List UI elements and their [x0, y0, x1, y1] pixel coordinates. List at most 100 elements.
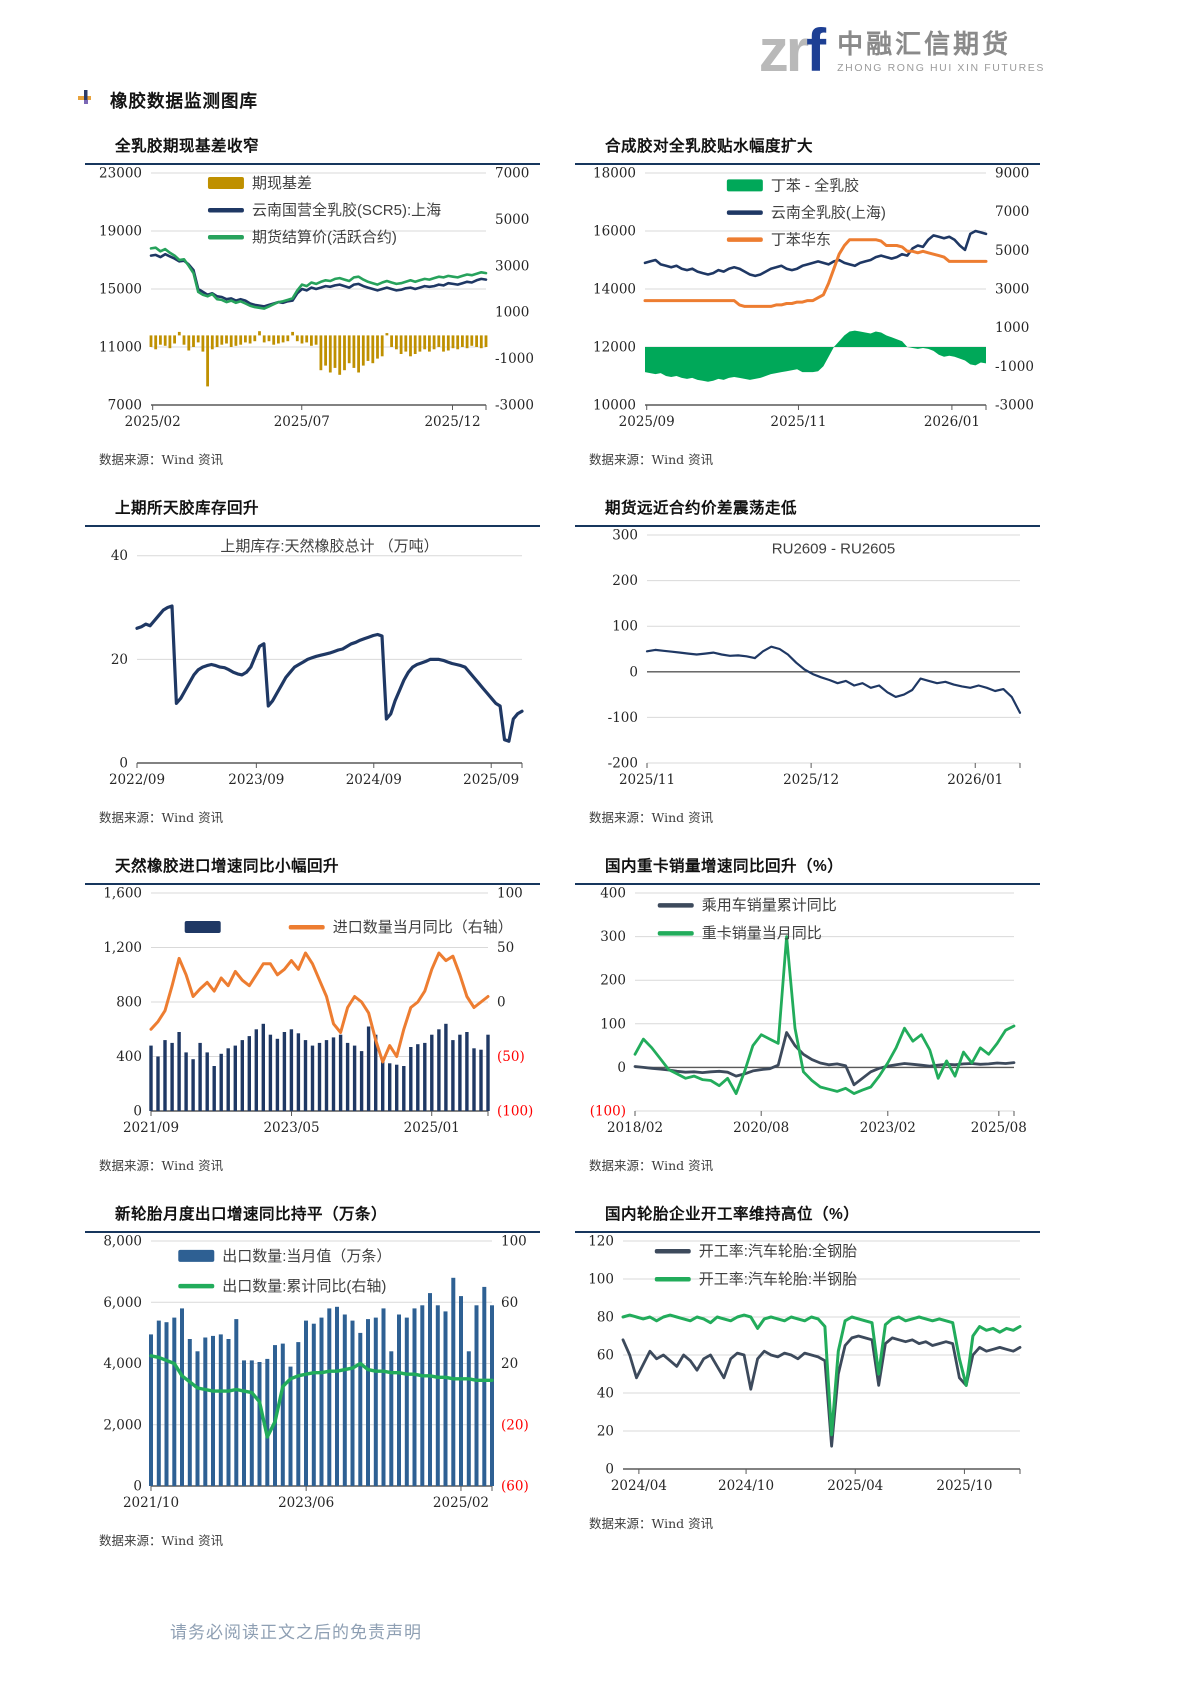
logo-f: f — [806, 17, 826, 84]
title-divider — [85, 883, 540, 885]
operating-rate-chart: 120 100 80 60 40 20 0 2024/04 2024/10 2025/04 2025… — [575, 1235, 1040, 1503]
svg-text:丁苯华东: 丁苯华东 — [771, 231, 831, 248]
imports-chart: 1,600 1,200 800 400 0 100 50 0 (50) (100) 2021/09 2… — [85, 887, 540, 1145]
svg-text:1,200: 1,200 — [103, 940, 142, 956]
svg-text:2024/09: 2024/09 — [346, 772, 402, 788]
svg-text:-100: -100 — [608, 710, 638, 726]
svg-text:2023/05: 2023/05 — [263, 1120, 319, 1136]
svg-text:50: 50 — [497, 940, 514, 956]
svg-text:(100): (100) — [497, 1104, 533, 1120]
svg-text:4,000: 4,000 — [103, 1356, 142, 1372]
svg-text:120: 120 — [588, 1235, 614, 1250]
chart-title: 期货远近合约价差震荡走低 — [605, 500, 798, 517]
calendar-spread-chart: 300 200 100 0 -100 -200 2025/11 2025/12 2026/01 R… — [575, 529, 1040, 797]
basis-chart: 23000 19000 15000 11000 7000 7000 5000 3000 1000… — [85, 167, 540, 439]
svg-text:丁苯 - 全乳胶: 丁苯 - 全乳胶 — [771, 176, 859, 194]
svg-text:(60): (60) — [501, 1479, 529, 1495]
svg-text:0: 0 — [605, 1462, 614, 1478]
svg-text:(100): (100) — [590, 1104, 626, 1120]
data-source: 数据来源：Wind 资讯 — [589, 1516, 714, 1531]
chart-block-truck-sales: 国内重卡销量增速同比回升（%） 400 300 200 100 0 (100) 2018/0… — [575, 854, 1040, 1174]
title-divider — [575, 883, 1040, 885]
title-divider — [575, 163, 1040, 165]
chart-block-imports: 天然橡胶进口增速同比小幅回升 1,600 1,200 800 400 0 100 50 0 (5… — [85, 854, 540, 1174]
chart-title: 天然橡胶进口增速同比小幅回升 — [115, 858, 340, 875]
chart-title: 合成胶对全乳胶贴水幅度扩大 — [605, 138, 814, 155]
svg-text:-3000: -3000 — [495, 398, 534, 414]
svg-text:5000: 5000 — [995, 243, 1029, 259]
section-bullet-icon — [78, 90, 94, 111]
chart-grid: 全乳胶期现基差收窄 23000 19000 15000 11000 7000 7000 50… — [85, 134, 1040, 1549]
svg-text:0: 0 — [617, 1060, 626, 1076]
title-divider — [85, 163, 540, 165]
svg-text:进口数量当月同比（右轴）: 进口数量当月同比（右轴） — [333, 919, 513, 936]
svg-text:2026/01: 2026/01 — [924, 414, 980, 430]
svg-text:100: 100 — [588, 1272, 614, 1288]
svg-text:100: 100 — [612, 619, 638, 635]
svg-text:2025/11: 2025/11 — [619, 772, 675, 788]
svg-text:3000: 3000 — [995, 282, 1029, 298]
svg-text:0: 0 — [497, 995, 506, 1011]
svg-text:1,600: 1,600 — [103, 887, 142, 902]
logo-company-name: 中融汇信期货 — [837, 28, 1012, 59]
svg-text:0: 0 — [133, 1104, 142, 1120]
svg-text:20: 20 — [501, 1356, 518, 1372]
svg-text:重卡销量当月同比: 重卡销量当月同比 — [702, 925, 822, 942]
svg-text:19000: 19000 — [99, 224, 142, 240]
svg-text:2025/11: 2025/11 — [770, 414, 826, 430]
svg-text:20: 20 — [111, 652, 128, 668]
svg-text:2025/08: 2025/08 — [971, 1120, 1027, 1136]
svg-text:2021/09: 2021/09 — [123, 1120, 179, 1136]
svg-text:(20): (20) — [501, 1417, 529, 1433]
svg-text:2025/10: 2025/10 — [936, 1478, 992, 1494]
svg-text:2025/04: 2025/04 — [827, 1478, 883, 1494]
svg-text:7000: 7000 — [495, 167, 529, 182]
svg-text:9000: 9000 — [995, 167, 1029, 182]
svg-text:2023/02: 2023/02 — [860, 1120, 916, 1136]
svg-text:2025/07: 2025/07 — [274, 414, 330, 430]
svg-text:2025/12: 2025/12 — [783, 772, 839, 788]
svg-text:开工率:汽车轮胎:全钢胎: 开工率:汽车轮胎:全钢胎 — [699, 1242, 857, 1260]
svg-text:40: 40 — [111, 548, 128, 564]
svg-text:2025/02: 2025/02 — [433, 1495, 489, 1511]
data-source: 数据来源：Wind 资讯 — [589, 452, 714, 467]
data-source: 数据来源：Wind 资讯 — [99, 810, 224, 825]
chart-title: 全乳胶期现基差收窄 — [115, 138, 260, 155]
svg-text:2025/02: 2025/02 — [125, 414, 181, 430]
svg-text:7000: 7000 — [995, 204, 1029, 220]
svg-text:2025/12: 2025/12 — [424, 414, 480, 430]
title-divider — [575, 1231, 1040, 1233]
svg-text:-3000: -3000 — [995, 398, 1034, 414]
svg-text:200: 200 — [600, 973, 626, 989]
chart-block-inventory: 上期所天胶库存回升 40 20 0 2022/09 2023/09 2024/09 2025… — [85, 496, 540, 826]
disclaimer-text: 请务必阅读正文之后的免责声明 — [170, 1623, 422, 1642]
chart-block-synthetic-spread: 合成胶对全乳胶贴水幅度扩大 18000 16000 14000 12000 10000 9… — [575, 134, 1040, 468]
svg-text:8,000: 8,000 — [103, 1235, 142, 1250]
svg-text:2025/09: 2025/09 — [619, 414, 675, 430]
title-divider — [575, 525, 1040, 527]
svg-text:200: 200 — [612, 573, 638, 589]
svg-text:2025/09: 2025/09 — [463, 772, 519, 788]
svg-text:2,000: 2,000 — [103, 1417, 142, 1433]
svg-text:16000: 16000 — [593, 224, 636, 240]
svg-text:100: 100 — [497, 887, 523, 902]
svg-text:60: 60 — [597, 1348, 614, 1364]
data-source: 数据来源：Wind 资讯 — [99, 1533, 224, 1548]
svg-text:期货结算价(活跃合约): 期货结算价(活跃合约) — [252, 228, 397, 246]
svg-text:5000: 5000 — [495, 212, 529, 228]
svg-text:-1000: -1000 — [995, 359, 1034, 375]
svg-text:800: 800 — [116, 995, 142, 1011]
svg-text:12000: 12000 — [593, 340, 636, 356]
svg-text:6,000: 6,000 — [103, 1295, 142, 1311]
svg-text:40: 40 — [597, 1386, 614, 1402]
page-title: 橡胶数据监测图库 — [110, 91, 258, 111]
chart-block-basis: 全乳胶期现基差收窄 23000 19000 15000 11000 7000 7000 50… — [85, 134, 540, 468]
svg-text:14000: 14000 — [593, 282, 636, 298]
svg-text:2022/09: 2022/09 — [109, 772, 165, 788]
data-source: 数据来源：Wind 资讯 — [589, 810, 714, 825]
svg-text:2024/10: 2024/10 — [718, 1478, 774, 1494]
chart-title: 新轮胎月度出口增速同比持平（万条） — [115, 1206, 388, 1223]
svg-text:23000: 23000 — [99, 167, 142, 182]
svg-text:2020/08: 2020/08 — [733, 1120, 789, 1136]
